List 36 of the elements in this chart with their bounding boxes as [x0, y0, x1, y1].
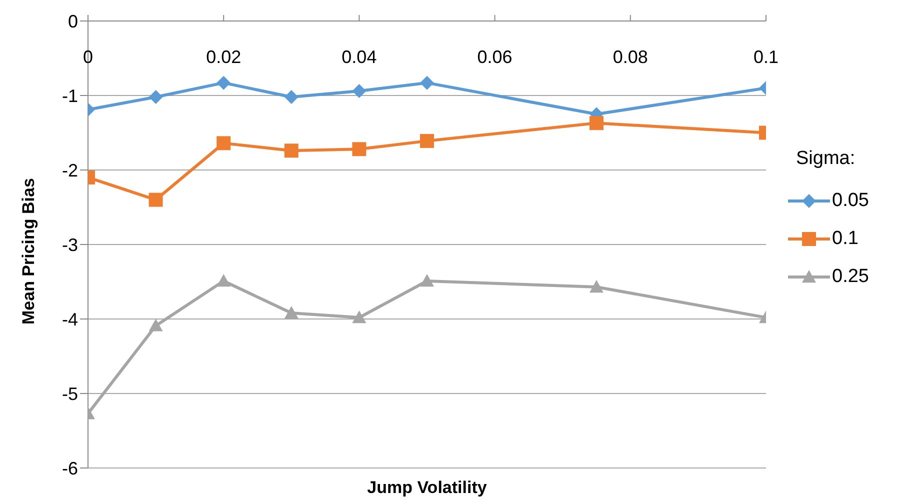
x-tick-label: 0.06 — [477, 47, 512, 67]
y-tick-label: -1 — [62, 86, 78, 106]
point — [352, 84, 366, 98]
point — [420, 274, 434, 287]
x-tick-label: 0.08 — [612, 47, 648, 67]
y-tick-label: 0 — [68, 11, 78, 32]
y-tick-label: -6 — [62, 458, 78, 478]
point — [148, 318, 163, 332]
y-tick-label: -5 — [62, 384, 78, 404]
point — [216, 136, 231, 150]
point — [352, 142, 366, 156]
point — [420, 134, 434, 148]
legend-label: 0.25 — [832, 266, 869, 288]
y-tick-label: -4 — [62, 309, 78, 330]
legend-title: Sigma: — [796, 148, 856, 170]
point — [590, 280, 604, 293]
x-tick-label: 0.1 — [753, 47, 779, 67]
point — [284, 306, 298, 319]
point — [148, 192, 163, 207]
point — [148, 90, 163, 104]
point — [216, 274, 231, 287]
point — [284, 144, 298, 158]
y-axis-title: Mean Pricing Bias — [19, 178, 38, 324]
x-tick-label: 0.02 — [206, 47, 242, 67]
legend-label: 0.05 — [832, 190, 869, 212]
legend-label: 0.1 — [832, 228, 858, 250]
point — [352, 310, 366, 324]
y-tick-label: -2 — [62, 160, 78, 180]
point — [216, 76, 231, 90]
point — [420, 76, 434, 90]
x-axis-title: Jump Volatility — [366, 478, 488, 498]
y-tick-label: -3 — [62, 234, 78, 255]
x-tick-label: 0 — [82, 47, 94, 67]
point — [284, 90, 298, 104]
x-tick-label: 0.04 — [342, 47, 377, 67]
point — [590, 116, 604, 130]
